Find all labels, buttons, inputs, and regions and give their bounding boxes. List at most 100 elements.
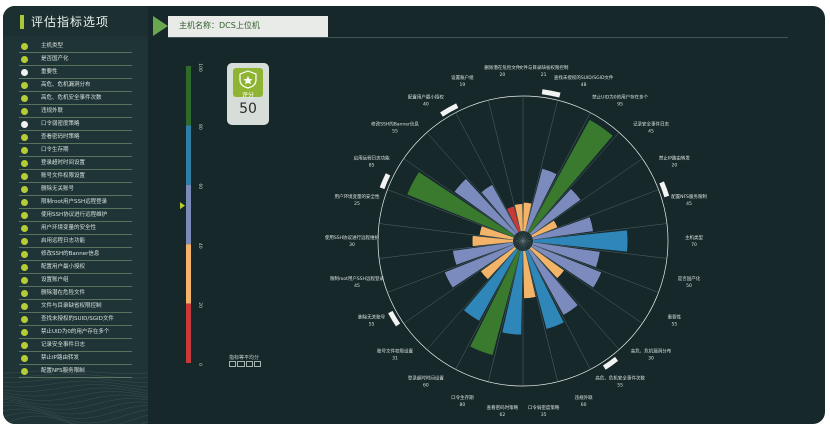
gauge-tick-label: 60 [197, 183, 203, 189]
toggle-on-icon[interactable] [21, 238, 28, 245]
toggle-on-icon[interactable] [21, 56, 28, 63]
sidebar-item[interactable]: 设置账户组 [3, 274, 148, 287]
sidebar-item-label: 查找未授权的SUID/SGID文件 [41, 316, 114, 322]
sidebar-item-underline [19, 156, 132, 157]
sidebar-item-label: 文件与目录缺省权限控制 [41, 303, 102, 309]
sidebar-item-label: 账号文件权限设置 [41, 173, 86, 179]
sidebar-item[interactable]: 删除无关账号 [3, 183, 148, 196]
toggle-on-icon[interactable] [21, 316, 28, 323]
sidebar-item[interactable]: 账号文件权限设置 [3, 170, 148, 183]
toggle-on-icon[interactable] [21, 186, 28, 193]
sidebar-item-underline [19, 221, 132, 222]
toggle-on-icon[interactable] [21, 368, 28, 375]
sidebar-item[interactable]: 启用远程日志功能 [3, 235, 148, 248]
toggle-on-icon[interactable] [21, 147, 28, 154]
polar-bar [531, 220, 558, 238]
gauge-legend-boxes [229, 361, 261, 367]
sidebar-item-underline [19, 325, 132, 326]
sidebar-item-underline [19, 169, 132, 170]
score-card: 评分 50 [227, 63, 269, 125]
sidebar-item-underline [19, 286, 132, 287]
sidebar-item[interactable]: 使用SSH协议进行远程维护 [3, 209, 148, 222]
toggle-on-icon[interactable] [21, 199, 28, 206]
sidebar-item[interactable]: 禁止IP路由转发 [3, 352, 148, 365]
polar-bar [529, 246, 564, 279]
sidebar-item[interactable]: 登录超时时间设置 [3, 157, 148, 170]
sidebar-item-underline [19, 195, 132, 196]
toggle-on-icon[interactable] [21, 82, 28, 89]
toggle-on-icon[interactable] [21, 355, 28, 362]
toggle-on-icon[interactable] [21, 225, 28, 232]
radial-gridline [455, 240, 524, 370]
polar-bar [472, 235, 514, 247]
toggle-on-icon[interactable] [21, 264, 28, 271]
sidebar-item[interactable]: 删除潜在危险文件 [3, 287, 148, 300]
sidebar-item-underline [19, 351, 132, 352]
toggle-on-icon[interactable] [21, 134, 28, 141]
sidebar-item[interactable]: 配置用户最小授权 [3, 261, 148, 274]
sidebar-item[interactable]: 主机类型 [3, 40, 148, 53]
sidebar-item[interactable]: 记录安全事件日志 [3, 339, 148, 352]
toggle-on-icon[interactable] [21, 277, 28, 284]
sidebar-item[interactable]: 限制root用户SSH远程登录 [3, 196, 148, 209]
toggle-off-icon[interactable] [21, 69, 28, 76]
sidebar-item-underline [19, 208, 132, 209]
header-arrow [153, 16, 168, 36]
toggle-on-icon[interactable] [21, 251, 28, 258]
toggle-on-icon[interactable] [21, 342, 28, 349]
sidebar-item[interactable]: 用户环境变量的安全性 [3, 222, 148, 235]
sidebar-item[interactable]: 高危、危机安全事件次数 [3, 92, 148, 105]
sidebar-item[interactable]: 禁止UID为0的用户存在多个 [3, 326, 148, 339]
toggle-on-icon[interactable] [21, 212, 28, 219]
sidebar-item-underline [19, 143, 132, 144]
sidebar-item-underline [19, 130, 132, 131]
radial-gridline [403, 240, 524, 324]
host-name-label: 主机名称：DCS上位机 [179, 21, 260, 30]
sidebar-item-label: 重要性 [41, 69, 58, 75]
category-label: 用户环境变量的安全性 [334, 193, 379, 200]
category-label: 口令弱密度策略 [528, 404, 560, 411]
sidebar-item[interactable]: 是否国产化 [3, 53, 148, 66]
sidebar-item[interactable]: 修改SSH的Banner信息 [3, 248, 148, 261]
sidebar-item-underline [19, 52, 132, 53]
polar-bar [481, 184, 519, 234]
sidebar-item-label: 口令弱密度策略 [41, 121, 80, 127]
toggle-on-icon[interactable] [21, 329, 28, 336]
gauge-tick-label: 80 [197, 124, 203, 130]
radial-gridline [455, 112, 524, 242]
category-label: 启用远程日志功能 [354, 155, 390, 162]
toggle-on-icon[interactable] [21, 43, 28, 50]
sidebar-item[interactable]: 高危、危机漏洞分布 [3, 79, 148, 92]
sidebar-item[interactable]: 文件与目录缺省权限控制 [3, 300, 148, 313]
sidebar-item[interactable]: 口令弱密度策略 [3, 118, 148, 131]
category-label: 禁止IP路由转发 [659, 155, 691, 162]
sidebar-item[interactable]: 重要性 [3, 66, 148, 79]
sidebar-item-label: 记录安全事件日志 [41, 342, 86, 348]
category-value-label: 70 [691, 242, 697, 248]
gauge-tick-label: 0 [197, 363, 203, 366]
sidebar-item[interactable]: 配置NFS服务限制 [3, 365, 148, 378]
toggle-on-icon[interactable] [21, 303, 28, 310]
category-value-label: 19 [459, 82, 465, 88]
toggle-off-icon[interactable] [21, 121, 28, 128]
toggle-on-icon[interactable] [21, 95, 28, 102]
toggle-on-icon[interactable] [21, 173, 28, 180]
category-value-label: 55 [392, 129, 398, 135]
radial-gridline [426, 240, 524, 350]
outer-marker [602, 356, 619, 370]
sidebar-item[interactable]: 查看密码时策略 [3, 131, 148, 144]
sidebar-item[interactable]: 口令生存期 [3, 144, 148, 157]
category-label: 删除无关账号 [358, 313, 385, 320]
app-frame: 评估指标选项 主机类型 是否国产化 重要性 高危、危机漏洞分布 高危、危机安全事件次数违… [3, 6, 825, 424]
category-value-label: 45 [686, 201, 692, 207]
toggle-on-icon[interactable] [21, 108, 28, 115]
sidebar-item[interactable]: 查找未授权的SUID/SGID文件 [3, 313, 148, 326]
sidebar-item-underline [19, 273, 132, 274]
host-tab[interactable] [168, 16, 328, 37]
legend-box [245, 361, 253, 367]
sidebar-item-underline [19, 364, 132, 365]
sidebar-item[interactable]: 违规外联 [3, 105, 148, 118]
toggle-on-icon[interactable] [21, 290, 28, 297]
category-value-label: 35 [541, 412, 547, 418]
toggle-on-icon[interactable] [21, 160, 28, 167]
